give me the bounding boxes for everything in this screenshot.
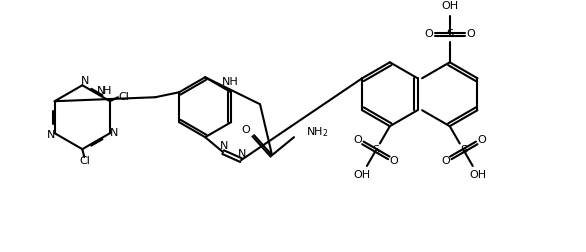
Text: Cl: Cl: [79, 156, 90, 166]
Text: O: O: [353, 135, 362, 145]
Text: N: N: [110, 128, 118, 138]
Text: O: O: [241, 125, 250, 135]
Text: S: S: [460, 145, 467, 155]
Text: O: O: [478, 135, 486, 145]
Text: NH$_2$: NH$_2$: [306, 125, 329, 139]
Text: S: S: [372, 145, 380, 155]
Text: N: N: [81, 76, 90, 86]
Text: N: N: [238, 149, 246, 159]
Text: O: O: [466, 29, 475, 39]
Text: O: O: [390, 156, 398, 166]
Text: NH: NH: [222, 77, 239, 87]
Text: H: H: [103, 86, 111, 96]
Text: O: O: [441, 156, 450, 166]
Text: S: S: [446, 29, 454, 39]
Text: N: N: [97, 86, 105, 96]
Text: OH: OH: [441, 1, 458, 11]
Text: OH: OH: [353, 170, 370, 180]
Text: N: N: [220, 141, 229, 151]
Text: Cl: Cl: [118, 92, 130, 102]
Text: O: O: [424, 29, 433, 39]
Text: N: N: [46, 130, 55, 140]
Text: OH: OH: [469, 170, 486, 180]
